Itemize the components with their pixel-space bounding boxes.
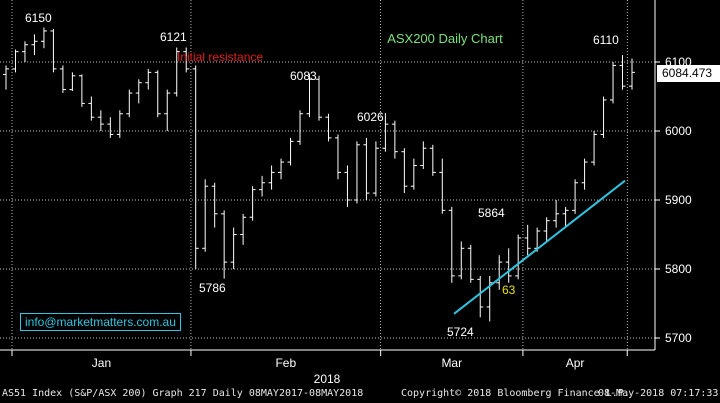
footer-left-text: AS51 Index (S&P/ASX 200) Graph 217 Daily… [2,388,364,399]
chart-annotation: 6110 [593,33,619,47]
ohlc-bar [401,148,408,194]
ohlc-bar [297,110,304,145]
ohlc-bar [467,244,474,283]
ohlc-bar [316,75,322,121]
ohlc-bar [221,210,228,279]
ohlc-bar [429,144,436,176]
trendline [453,179,626,315]
chart-annotation: 6150 [25,11,52,25]
ohlc-bar [3,65,9,90]
chart-annotation: 5786 [199,281,226,295]
y-tick-label: 5900 [665,193,692,207]
ohlc-bar [230,227,237,269]
chart-annotation: 6121 [160,30,187,44]
ohlc-bar [420,141,427,169]
x-month-label: Mar [441,356,462,370]
ohlc-bar [107,117,114,138]
footer-timestamp-text: 08-May-2018 07:17:33 [598,388,719,399]
ohlc-bar [486,275,493,322]
ohlc-bar [353,141,360,204]
chart-title: ASX200 Daily Chart [387,31,503,46]
ohlc-bar [31,34,38,56]
ohlc-bar [572,179,579,214]
ohlc-bar [154,70,161,118]
ohlc-bar [40,27,47,49]
ohlc-bar [505,248,512,283]
plot-area [0,0,655,350]
ohlc-bar [126,89,133,118]
ohlc-bar [515,234,522,280]
ohlc-bar [135,79,142,104]
ohlc-bar [553,200,560,228]
last-price-tag: 6084.473 [657,65,720,82]
ohlc-bar [496,255,503,290]
ohlc-bar [202,179,209,252]
x-month-label: Apr [566,356,585,370]
ohlc-bar [562,206,569,228]
ohlc-bar [240,213,247,245]
ohlc-bar [268,165,275,190]
chart-annotation: 5864 [478,206,505,220]
ohlc-bar [78,74,85,107]
ohlc-bar [629,58,635,90]
ohlc-bar [363,137,370,200]
ohlc-bar [448,206,455,283]
ohlc-bar [173,47,180,97]
y-tick-label: 5800 [665,262,692,276]
ohlc-bar [183,47,190,73]
ohlc-bar [325,113,332,142]
chart-annotation: Initial resistance [177,50,263,64]
chart-annotation: 6083 [290,69,317,83]
ohlc-bar [382,113,389,152]
chart-annotation: 6026 [357,110,384,124]
x-year-label: 2018 [314,372,341,385]
x-month-label: Jan [92,356,111,370]
ohlc-bar [619,55,626,90]
ohlc-bar [410,158,417,190]
ohlc-bar [477,275,484,318]
ohlc-bar [458,241,465,280]
ohlc-bar [543,217,550,242]
ohlc-bar [50,28,57,73]
ohlc-bar [59,65,66,94]
ohlc-bar [259,175,266,197]
ohlc-bar [69,72,76,91]
ohlc-bar [581,158,588,190]
ohlc-bar [600,96,607,138]
x-month-label: Feb [275,356,296,370]
ohlc-bar [145,68,152,90]
ohlc-bar [278,158,285,180]
chart-annotation: 63 [502,283,516,297]
ohlc-bar [116,110,123,138]
y-tick-label: 5700 [665,331,692,345]
ohlc-bar [591,131,598,166]
ohlc-bar [21,41,28,62]
ohlc-bar [344,165,351,207]
ohlc-bar [12,49,19,73]
chart-annotation: 5724 [447,325,474,339]
ohlc-bar [524,224,531,256]
ohlc-bar [306,73,313,118]
ohlc-bar [439,158,446,214]
ohlc-bar [249,186,256,221]
ohlc-bar [97,110,104,131]
ohlc-bar [334,134,341,180]
ohlc-bar [610,62,617,104]
y-tick-label: 6000 [665,124,692,138]
ohlc-bar [287,137,294,166]
ohlc-bar [88,96,95,121]
footer-copyright-text: Copyright© 2018 Bloomberg Finance L.P. [401,388,630,399]
ohlc-bar [164,89,171,131]
footer-bar: AS51 Index (S&P/ASX 200) Graph 217 Daily… [0,385,720,403]
ohlc-bar [391,120,398,159]
watermark-email-box: info@marketmatters.com.au [20,313,181,331]
ohlc-bar [211,182,218,228]
ohlc-bar [192,65,199,269]
ohlc-bar [372,141,379,197]
